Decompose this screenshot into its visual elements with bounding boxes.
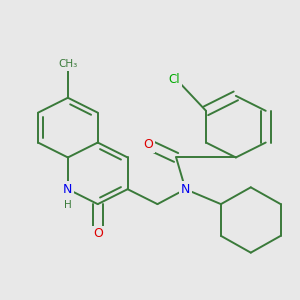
Text: O: O: [93, 227, 103, 241]
Text: CH₃: CH₃: [58, 59, 77, 69]
Text: H: H: [64, 200, 72, 210]
Text: O: O: [143, 138, 153, 151]
Text: N: N: [181, 183, 190, 196]
Text: N: N: [63, 183, 73, 196]
Text: Cl: Cl: [168, 73, 180, 85]
